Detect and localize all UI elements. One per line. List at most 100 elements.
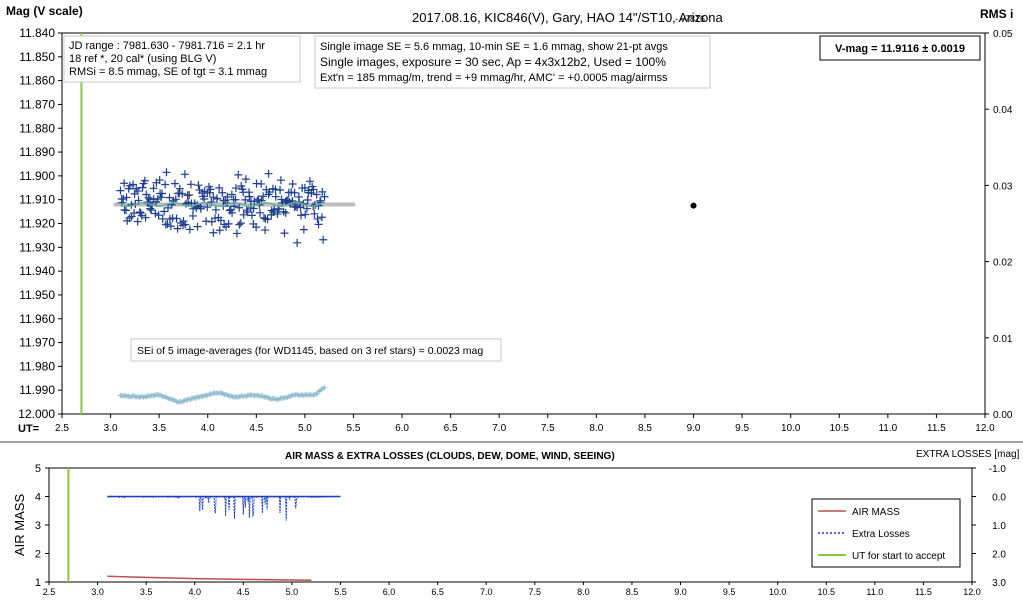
- sei-box: [130, 338, 502, 362]
- bottom-y-tick-label: 1: [35, 577, 41, 589]
- top-x-tick-label: 10.5: [830, 423, 850, 434]
- target-point: [263, 215, 272, 224]
- target-point: [241, 195, 250, 204]
- target-point: [122, 206, 131, 215]
- bottom-x-tick-label: 10.5: [817, 587, 835, 597]
- legend-ut-start-label: UT for start to accept: [852, 551, 945, 562]
- target-point: [157, 193, 166, 202]
- target-point: [206, 185, 215, 194]
- bottom-x-tick-label: 6.0: [383, 587, 396, 597]
- target-point: [280, 229, 289, 238]
- target-point: [116, 186, 125, 195]
- target-point: [288, 179, 297, 188]
- target-point: [297, 211, 306, 220]
- target-point: [313, 214, 322, 223]
- target-point: [211, 205, 220, 214]
- top-y-tick-label: 11.850: [19, 50, 55, 64]
- bottom-y-tick-label: 3: [35, 520, 41, 532]
- target-point: [137, 211, 146, 220]
- top-x-tick-label: 2.5: [55, 423, 69, 434]
- top-y-tick-label: 11.860: [19, 74, 55, 88]
- target-point: [170, 179, 179, 188]
- target-point: [215, 226, 224, 235]
- target-point: [245, 192, 254, 201]
- info-box-2: [314, 35, 711, 89]
- target-point: [235, 203, 244, 212]
- bottom-y2-tick-label: 2.0: [992, 550, 1006, 561]
- bottom-x-tick-label: 12.0: [963, 587, 981, 597]
- top-y2-tick-label: 0.00: [993, 410, 1013, 421]
- bottom-x-tick-label: 7.5: [529, 587, 542, 597]
- bottom-x-tick-label: 4.5: [237, 587, 250, 597]
- top-x-tick-label: 7.0: [492, 423, 506, 434]
- target-point: [320, 192, 329, 201]
- top-y-tick-label: 11.970: [19, 336, 55, 350]
- top-x-tick-label: 3.0: [104, 423, 118, 434]
- target-point: [279, 207, 288, 216]
- top-x-tick-label: 8.0: [589, 423, 603, 434]
- top-y-tick-label: 11.890: [19, 145, 55, 159]
- bottom-x-tick-label: 5.0: [286, 587, 299, 597]
- target-point: [309, 185, 318, 194]
- top-x-tick-label: 4.5: [249, 423, 263, 434]
- target-point: [194, 181, 203, 190]
- air-mass-line: [107, 575, 312, 582]
- target-point: [154, 211, 163, 220]
- bottom-x-tick-label: 3.0: [91, 587, 104, 597]
- legend-extra-losses-label: Extra Losses: [852, 529, 910, 540]
- top-x-tick-label: 11.5: [927, 423, 946, 434]
- top-y-tick-label: 11.940: [19, 264, 55, 278]
- bottom-x-tick-label: 3.5: [140, 587, 153, 597]
- target-point: [301, 210, 310, 219]
- top-ylabel-left: Mag (V scale): [6, 4, 83, 18]
- top-y2-tick-label: 0.05: [993, 29, 1013, 40]
- bottom-y-tick-label: 2: [35, 549, 41, 561]
- target-point: [160, 207, 169, 216]
- target-point: [265, 188, 274, 197]
- target-point: [185, 225, 194, 234]
- target-point: [276, 185, 285, 194]
- target-point: [299, 225, 308, 234]
- top-y-tick-label: 11.960: [19, 312, 55, 326]
- target-point: [181, 220, 190, 229]
- target-point: [140, 176, 149, 185]
- top-x-tick-label: 9.0: [687, 423, 701, 434]
- target-point: [241, 175, 250, 184]
- top-chart-title: 2017.08.16, KIC846(V), Gary, HAO 14"/ST1…: [412, 10, 724, 25]
- target-point: [166, 222, 175, 231]
- target-point: [158, 189, 167, 198]
- bottom-x-tick-label: 9.0: [674, 587, 687, 597]
- bottom-x-tick-label: 11.0: [866, 587, 883, 597]
- bottom-chart-title: AIR MASS & EXTRA LOSSES (CLOUDS, DEW, DO…: [285, 451, 615, 462]
- top-y-tick-label: 11.980: [19, 359, 55, 373]
- target-point: [161, 180, 170, 189]
- bottom-x-tick-label: 11.5: [915, 587, 932, 597]
- bottom-x-tick-label: 6.5: [431, 587, 444, 597]
- top-y-tick-label: 11.840: [19, 26, 55, 40]
- reference-point: [690, 202, 697, 209]
- target-point: [235, 220, 244, 229]
- target-point: [305, 177, 314, 186]
- bottom-x-tick-label: 5.5: [334, 587, 347, 597]
- target-point: [158, 214, 167, 223]
- target-point: [243, 208, 252, 217]
- target-point: [264, 169, 273, 178]
- target-point: [185, 190, 194, 199]
- target-point: [273, 210, 282, 219]
- top-x-tick-label: 6.5: [444, 423, 458, 434]
- bottom-y-tick-label: 5: [35, 463, 41, 475]
- top-y-tick-label: 11.870: [19, 97, 55, 111]
- target-point: [319, 235, 328, 244]
- target-point: [247, 211, 256, 220]
- target-point: [318, 187, 327, 196]
- target-point: [236, 219, 245, 228]
- bottom-y-tick-label: 4: [35, 492, 41, 504]
- target-point: [209, 193, 218, 202]
- bottom-y2-tick-label: -1.0: [989, 464, 1007, 475]
- target-point: [205, 188, 214, 197]
- target-point: [310, 209, 319, 218]
- bottom-x-tick-label: 8.0: [577, 587, 590, 597]
- legend-air-mass-label: AIR MASS: [852, 507, 900, 518]
- target-smooth-line: [120, 201, 325, 208]
